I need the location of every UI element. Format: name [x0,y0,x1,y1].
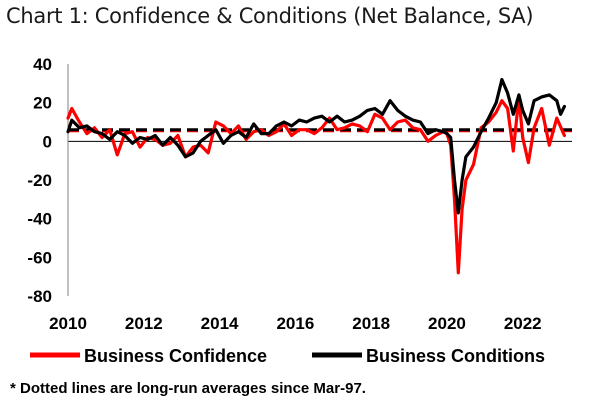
series-line [66,77,567,215]
x-tick-label: 2012 [125,314,163,333]
y-tick-label: 0 [43,132,52,151]
x-tick-label: 2014 [201,314,239,333]
y-tick-label: 40 [33,55,52,74]
x-tick-label: 2018 [352,314,390,333]
series-line [66,95,567,275]
x-tick-label: 2022 [504,314,542,333]
x-tick-label: 2016 [276,314,314,333]
series-lines [66,77,567,275]
legend-label: Business Confidence [84,346,267,366]
x-axis-ticks: 2010 2012 2014 2016 2018 2020 2022 [49,314,542,333]
y-tick-label: -40 [27,210,52,229]
x-tick-label: 2010 [49,314,87,333]
y-tick-label: -20 [27,171,52,190]
chart-title: Chart 1: Confidence & Conditions (Net Ba… [6,4,534,28]
y-axis-ticks: 40 20 0 -20 -40 -60 -80 [27,55,52,306]
y-tick-label: 20 [33,94,52,113]
y-tick-label: -80 [27,287,52,306]
legend-label: Business Conditions [366,346,545,366]
footnote: * Dotted lines are long-run averages sin… [10,380,366,397]
y-tick-label: -60 [27,248,52,267]
x-tick-label: 2020 [428,314,466,333]
legend: Business Confidence Business Conditions [30,346,545,366]
